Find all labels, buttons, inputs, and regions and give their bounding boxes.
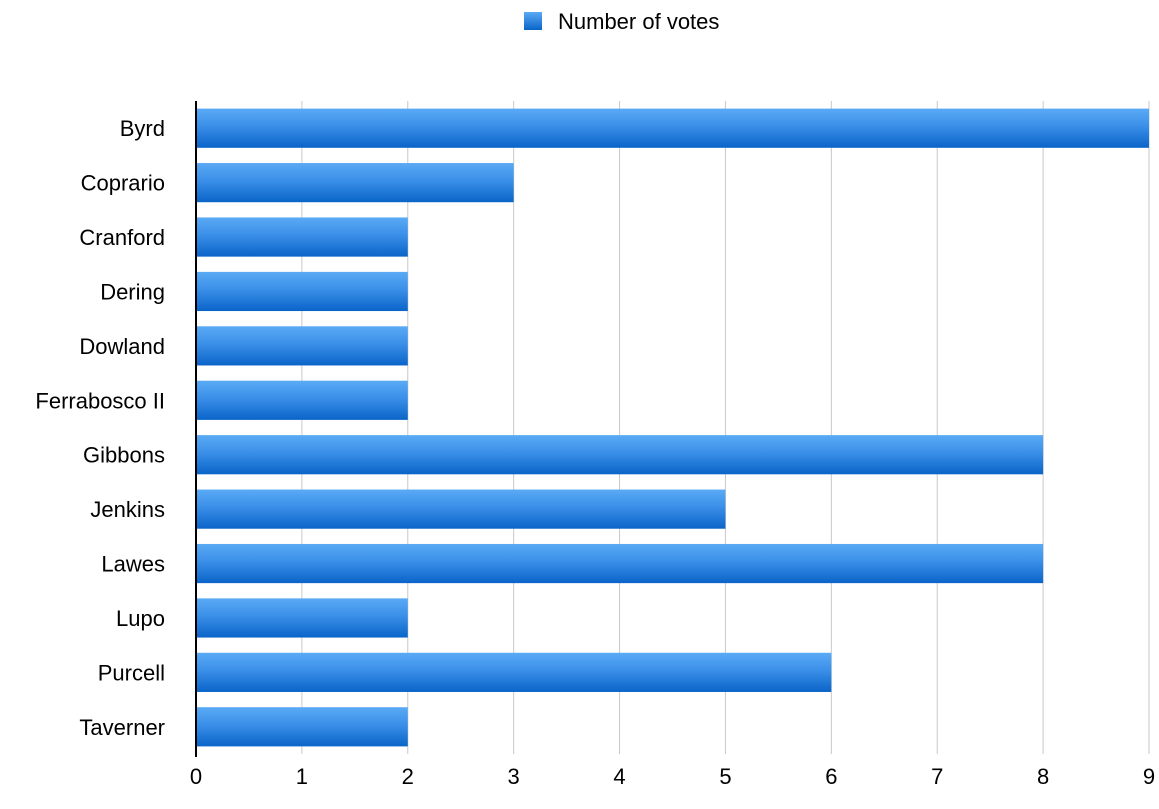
category-label: Dering xyxy=(100,279,165,304)
bar xyxy=(196,272,408,311)
category-label: Dowland xyxy=(79,334,165,359)
legend-label: Number of votes xyxy=(558,9,719,34)
bar xyxy=(196,544,1043,583)
category-label: Coprario xyxy=(81,171,165,196)
x-tick-label: 5 xyxy=(719,764,731,789)
category-label: Lawes xyxy=(101,552,165,577)
category-label: Lupo xyxy=(116,606,165,631)
x-tick-label: 0 xyxy=(190,764,202,789)
bar xyxy=(196,598,408,637)
category-label: Jenkins xyxy=(90,497,165,522)
legend: Number of votes xyxy=(524,9,719,34)
bar xyxy=(196,707,408,746)
category-label: Cranford xyxy=(79,225,165,250)
bar xyxy=(196,326,408,365)
legend-swatch xyxy=(524,12,542,30)
x-tick-label: 2 xyxy=(402,764,414,789)
x-tick-label: 6 xyxy=(825,764,837,789)
bar xyxy=(196,217,408,256)
category-label: Ferrabosco II xyxy=(35,388,165,413)
x-tick-label: 4 xyxy=(613,764,625,789)
x-tick-label: 8 xyxy=(1037,764,1049,789)
bar xyxy=(196,435,1043,474)
x-tick-label: 9 xyxy=(1143,764,1155,789)
category-label: Purcell xyxy=(98,660,165,685)
category-label: Gibbons xyxy=(83,443,165,468)
category-label: Byrd xyxy=(120,116,165,141)
category-label: Taverner xyxy=(79,715,165,740)
bar xyxy=(196,109,1149,148)
x-tick-label: 7 xyxy=(931,764,943,789)
bars xyxy=(196,109,1149,747)
x-tick-label: 3 xyxy=(508,764,520,789)
bar xyxy=(196,490,725,529)
x-tick-label: 1 xyxy=(296,764,308,789)
bar xyxy=(196,381,408,420)
bar xyxy=(196,653,831,692)
bar xyxy=(196,163,514,202)
